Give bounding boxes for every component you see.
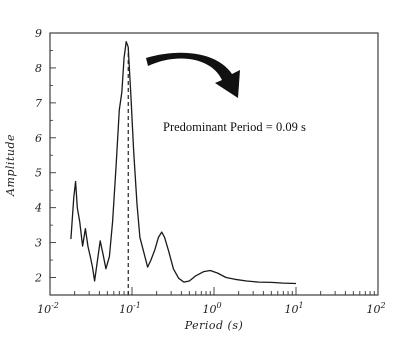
curved-arrow-icon (146, 52, 240, 98)
x-tick-label: 102 (366, 301, 385, 316)
x-tick-label: 100 (202, 301, 221, 316)
annotation-text: Predominant Period = 0.09 s (163, 120, 306, 134)
y-axis-ticks (50, 32, 56, 278)
x-tick-label: 10-1 (119, 301, 141, 316)
y-tick-label: 6 (35, 132, 42, 145)
x-axis-ticks (49, 287, 379, 295)
y-tick-label: 8 (35, 62, 42, 75)
x-axis-title: Period (s) (184, 319, 244, 332)
y-tick-label: 2 (34, 272, 42, 285)
plot-frame (49, 32, 379, 296)
x-axis-tick-labels: 10-2 10-1 100 101 102 (37, 301, 385, 316)
y-axis-title: Amplitude (4, 134, 17, 197)
y-tick-label: 7 (35, 97, 42, 110)
y-axis-tick-labels: 2 3 4 5 6 7 8 9 (34, 27, 42, 285)
x-tick-label: 101 (284, 301, 303, 316)
y-tick-label: 5 (35, 167, 42, 180)
series-line (70, 41, 297, 285)
y-tick-label: 9 (35, 27, 42, 40)
y-tick-label: 4 (34, 202, 42, 215)
x-tick-label: 10-2 (37, 301, 59, 316)
y-tick-label: 3 (35, 237, 42, 250)
